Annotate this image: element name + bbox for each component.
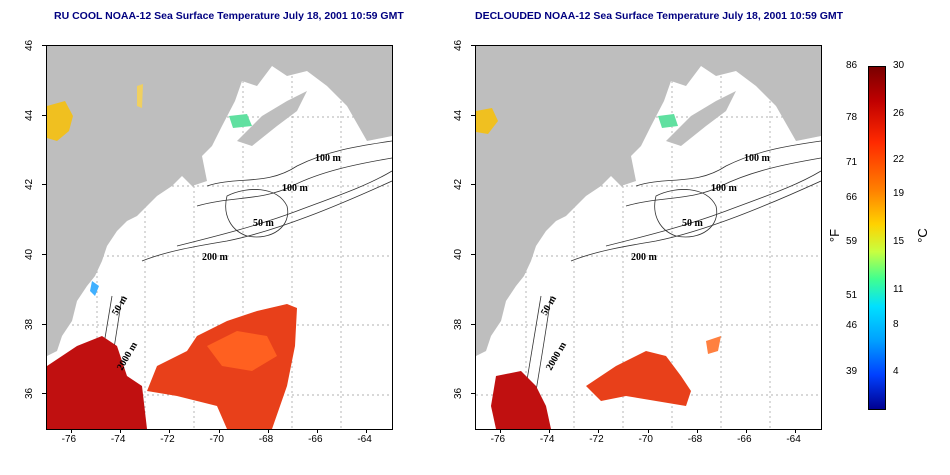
x-tick-mark-right: [696, 429, 698, 433]
contour-label-left-4: 50 m: [110, 293, 130, 317]
nova-scotia-right: [666, 91, 736, 146]
contour-label-left-3: 200 m: [202, 252, 229, 263]
x-tick-label-left: -68: [258, 434, 274, 445]
colorbar-celsius-label: 22: [893, 154, 905, 165]
map-title-right: DECLOUDED NOAA-12 Sea Surface Temperatur…: [475, 10, 844, 22]
x-tick-label-right: -76: [490, 434, 506, 445]
x-tick-mark-left: [366, 429, 368, 433]
sst-patches-right: [476, 108, 721, 429]
y-tick-label-right: 42: [453, 179, 464, 191]
x-tick-label-right: -70: [638, 434, 653, 445]
x-tick-mark-left: [218, 429, 220, 433]
y-tick-mark-right: [471, 114, 475, 116]
map-canvas-left: 100 m 100 m 50 m 200 m 50 m 2000 m: [47, 46, 392, 429]
colorbar-fahrenheit-label: 71: [846, 157, 858, 168]
x-tick-label-left: -74: [110, 434, 126, 445]
y-tick-label-right: 38: [453, 318, 464, 330]
x-tick-mark-right: [598, 429, 600, 433]
x-tick-label-right: -68: [687, 434, 703, 445]
y-tick-label-left: 42: [24, 179, 35, 191]
contour-label-right-0: 100 m: [744, 153, 771, 164]
colorbar-fahrenheit-label: 66: [846, 192, 858, 203]
y-tick-mark-left: [42, 184, 46, 186]
colorbar-fahrenheit-label: 78: [846, 112, 858, 123]
x-tick-label-right: -74: [539, 434, 555, 445]
y-tick-mark-left: [42, 114, 46, 116]
x-tick-mark-left: [169, 429, 171, 433]
x-tick-mark-right: [499, 429, 501, 433]
x-tick-label-left: -64: [357, 434, 372, 445]
x-tick-label-right: -66: [737, 434, 752, 445]
x-tick-label-left: -66: [308, 434, 323, 445]
x-tick-label-right: -64: [786, 434, 801, 445]
colorbar-fahrenheit-label: 59: [846, 236, 858, 247]
colorbar-celsius-label: 15: [893, 236, 905, 247]
contour-label-right-3: 200 m: [631, 252, 658, 263]
y-tick-label-right: 36: [453, 388, 464, 400]
x-tick-label-left: -70: [209, 434, 224, 445]
colorbar-fahrenheit-label: 51: [846, 290, 858, 301]
y-tick-mark-right: [471, 184, 475, 186]
x-tick-label-left: -72: [160, 434, 175, 445]
y-tick-mark-left: [42, 253, 46, 255]
y-tick-label-left: 36: [24, 388, 35, 400]
contour-label-right-5: 2000 m: [544, 340, 569, 373]
temperature-colorbar: [868, 66, 886, 410]
y-tick-mark-right: [471, 393, 475, 395]
x-tick-label-right: -72: [589, 434, 604, 445]
colorbar-fahrenheit-label: 86: [846, 60, 858, 71]
y-tick-label-right: 44: [453, 109, 464, 121]
land-mass-right: [476, 46, 821, 356]
bathymetry-contours-right: [519, 140, 821, 429]
x-tick-mark-left: [119, 429, 121, 433]
map-canvas-right: 100 m 100 m 50 m 200 m 50 m 2000 m: [476, 46, 821, 429]
contour-label-left-2: 50 m: [253, 218, 275, 229]
sst-map-right: 100 m 100 m 50 m 200 m 50 m 2000 m: [475, 45, 822, 430]
map-title-left: RU COOL NOAA-12 Sea Surface Temperature …: [54, 10, 404, 22]
contour-label-left-0: 100 m: [315, 153, 342, 164]
x-tick-mark-right: [647, 429, 649, 433]
x-tick-mark-right: [795, 429, 797, 433]
colorbar-celsius-label: 8: [893, 319, 899, 330]
y-tick-mark-right: [471, 323, 475, 325]
colorbar-celsius-label: 4: [893, 366, 899, 377]
colorbar-fahrenheit-label: 39: [846, 366, 858, 377]
x-tick-mark-right: [548, 429, 550, 433]
y-tick-mark-left: [42, 393, 46, 395]
y-tick-label-left: 38: [24, 318, 35, 330]
y-tick-label-right: 46: [453, 39, 464, 51]
contour-label-right-2: 50 m: [682, 218, 704, 229]
x-tick-mark-left: [267, 429, 269, 433]
y-tick-label-left: 44: [24, 109, 35, 121]
fahrenheit-unit-label: °F: [827, 228, 843, 243]
x-tick-mark-left: [70, 429, 72, 433]
contour-label-left-1: 100 m: [282, 183, 309, 194]
colorbar-celsius-label: 30: [893, 60, 905, 71]
x-tick-mark-left: [317, 429, 319, 433]
nova-scotia-left: [237, 91, 307, 146]
y-tick-mark-right: [471, 253, 475, 255]
celsius-unit-label: °C: [914, 228, 930, 243]
sst-patches-left: [47, 84, 297, 429]
land-mass-left: [47, 46, 392, 356]
y-tick-label-right: 40: [453, 248, 464, 260]
colorbar-fahrenheit-label: 46: [846, 320, 858, 331]
y-tick-label-left: 46: [24, 39, 35, 51]
y-tick-mark-left: [42, 323, 46, 325]
sst-map-left: 100 m 100 m 50 m 200 m 50 m 2000 m: [46, 45, 393, 430]
x-tick-mark-right: [746, 429, 748, 433]
y-tick-mark-right: [471, 45, 475, 46]
x-tick-label-left: -76: [61, 434, 77, 445]
colorbar-celsius-label: 26: [893, 108, 905, 119]
y-tick-mark-left: [42, 45, 46, 46]
y-tick-label-left: 40: [24, 248, 35, 260]
colorbar-celsius-label: 11: [893, 284, 904, 295]
contour-label-right-1: 100 m: [711, 183, 738, 194]
colorbar-celsius-label: 19: [893, 188, 905, 199]
contour-label-right-4: 50 m: [539, 293, 559, 317]
